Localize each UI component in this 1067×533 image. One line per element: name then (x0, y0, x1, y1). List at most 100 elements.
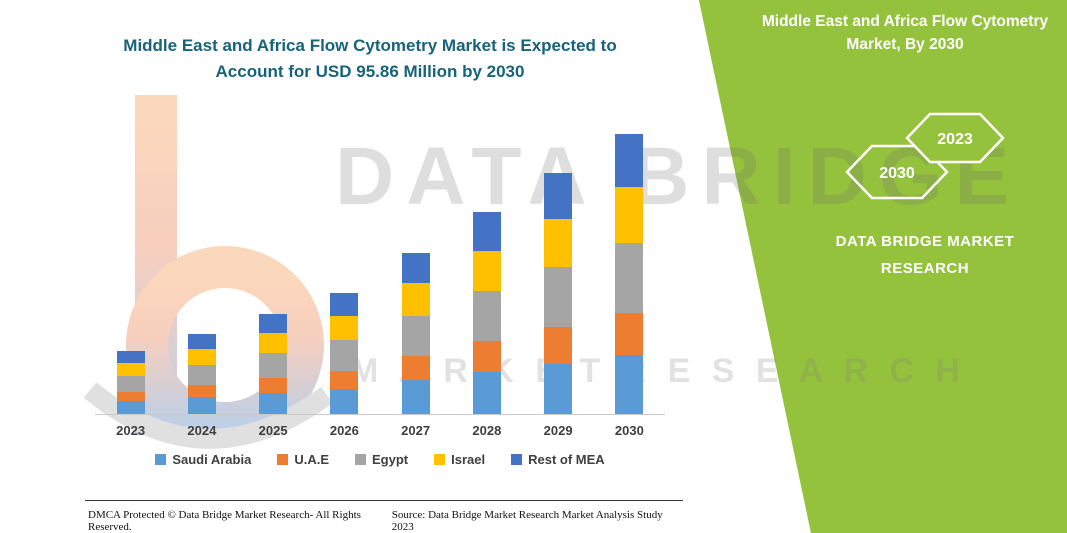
side-panel-title-line2: Market, By 2030 (846, 36, 964, 54)
side-panel-title-line1: Middle East and Africa Flow Cytometry (761, 13, 1049, 30)
segment-u-a-e-2026 (330, 370, 359, 389)
bar-stack-2025 (259, 313, 288, 414)
bar-stack-2024 (187, 333, 216, 414)
legend-item-israel: Israel (434, 452, 485, 467)
segment-egypt-2024 (187, 365, 216, 386)
legend-label-egypt: Egypt (371, 452, 409, 467)
segment-israel-2028 (472, 250, 501, 291)
x-axis-label-2027: 2027 (401, 423, 431, 438)
segment-rest-of-mea-2030 (615, 134, 644, 188)
x-axis-label-2029: 2029 (543, 423, 573, 438)
segment-saudi-arabia-2026 (330, 388, 359, 414)
segment-u-a-e-2030 (615, 313, 644, 356)
bar-2029 (523, 173, 594, 414)
plot-area (95, 129, 665, 415)
segment-egypt-2023 (116, 375, 145, 392)
bar-2026 (309, 292, 380, 414)
chart-title-line1: Middle East and Africa Flow Cytometry Ma… (123, 36, 617, 55)
bar-stack-2023 (116, 350, 145, 414)
segment-saudi-arabia-2030 (615, 355, 644, 414)
bar-2027 (380, 252, 451, 414)
segment-saudi-arabia-2027 (401, 380, 430, 414)
x-axis: 2023 2024 2025 2026 2027 2028 2029 2030 (95, 423, 665, 438)
source-note: Source: Data Bridge Market Research Mark… (391, 509, 663, 533)
chart-legend: Saudi Arabia U.A.E Egypt Israel Rest of MEA (85, 452, 675, 467)
footer-divider (85, 500, 683, 501)
legend-label-israel: Israel (451, 452, 486, 467)
x-axis-label-2026: 2026 (329, 423, 359, 438)
segment-egypt-2027 (401, 315, 430, 356)
segment-egypt-2028 (472, 290, 501, 342)
segment-rest-of-mea-2027 (401, 252, 430, 284)
bar-stack-2027 (401, 252, 430, 414)
hexagon-2023 (905, 112, 1005, 164)
legend-item-u-a-e: U.A.E (277, 452, 329, 467)
bar-stack-2026 (330, 292, 359, 414)
segment-saudi-arabia-2024 (187, 397, 216, 414)
segment-egypt-2029 (544, 267, 573, 328)
chart-title-line2: Account for USD 95.86 Million by 2030 (215, 62, 525, 82)
x-axis-label-2030: 2030 (614, 423, 644, 438)
bar-stack-2028 (472, 212, 501, 414)
legend-item-rest-of-mea: Rest of MEA (511, 452, 605, 467)
hexagon-2030-label: 2030 (879, 165, 915, 182)
segment-israel-2024 (187, 349, 216, 366)
year-hexagons: 2030 2023 (845, 112, 1005, 200)
segment-rest-of-mea-2026 (330, 292, 359, 316)
segment-israel-2023 (116, 363, 145, 376)
bar-2030 (594, 134, 665, 414)
legend-swatch-israel (434, 454, 446, 465)
side-panel-title: Middle East and Africa Flow Cytometry Ma… (755, 10, 1055, 57)
segment-egypt-2025 (259, 352, 288, 378)
legend-swatch-u-a-e (277, 454, 289, 465)
segment-israel-2030 (615, 187, 644, 244)
segment-egypt-2030 (615, 243, 644, 314)
segment-u-a-e-2029 (544, 327, 573, 364)
segment-saudi-arabia-2029 (544, 363, 573, 414)
x-axis-label-2023: 2023 (116, 423, 146, 438)
bar-2025 (238, 313, 309, 414)
segment-saudi-arabia-2028 (472, 371, 501, 414)
segment-israel-2025 (259, 332, 288, 353)
segment-egypt-2026 (330, 340, 359, 371)
segment-israel-2027 (401, 283, 430, 316)
segment-u-a-e-2024 (187, 385, 216, 398)
segment-rest-of-mea-2028 (472, 212, 501, 251)
legend-label-u-a-e: U.A.E (294, 452, 329, 467)
bar-2023 (95, 350, 166, 414)
brand-line2: RESEARCH (880, 260, 970, 277)
legend-swatch-saudi-arabia (155, 454, 167, 465)
segment-israel-2026 (330, 315, 359, 341)
legend-label-rest-of-mea: Rest of MEA (528, 452, 605, 467)
segment-u-a-e-2027 (401, 355, 430, 381)
segment-rest-of-mea-2025 (259, 313, 288, 333)
segment-u-a-e-2023 (116, 391, 145, 401)
stacked-bar-chart: 2023 2024 2025 2026 2027 2028 2029 2030 (95, 129, 665, 438)
segment-rest-of-mea-2024 (187, 333, 216, 350)
segment-rest-of-mea-2023 (116, 350, 145, 364)
x-axis-label-2028: 2028 (472, 423, 502, 438)
segment-u-a-e-2028 (472, 341, 501, 372)
legend-swatch-egypt (354, 454, 366, 465)
legend-swatch-rest-of-mea (511, 454, 523, 465)
segment-rest-of-mea-2029 (544, 173, 573, 220)
footer: DMCA Protected © Data Bridge Market Rese… (88, 509, 673, 533)
bar-2024 (166, 333, 237, 414)
x-axis-label-2025: 2025 (258, 423, 288, 438)
brand-name: DATA BRIDGE MARKET RESEARCH (785, 228, 1065, 282)
legend-item-saudi-arabia: Saudi Arabia (155, 452, 251, 467)
bar-stack-2030 (615, 134, 644, 414)
segment-u-a-e-2025 (259, 377, 288, 393)
segment-saudi-arabia-2025 (259, 393, 288, 414)
brand-line1: DATA BRIDGE MARKET (835, 233, 1015, 250)
x-axis-label-2024: 2024 (187, 423, 217, 438)
hexagon-2023-label: 2023 (937, 131, 973, 148)
bar-2028 (451, 212, 522, 414)
bar-stack-2029 (544, 173, 573, 414)
legend-item-egypt: Egypt (354, 452, 409, 467)
segment-israel-2029 (544, 219, 573, 268)
hexagon-2030 (845, 144, 949, 200)
dmca-notice: DMCA Protected © Data Bridge Market Rese… (88, 509, 361, 533)
segment-saudi-arabia-2023 (116, 400, 145, 414)
